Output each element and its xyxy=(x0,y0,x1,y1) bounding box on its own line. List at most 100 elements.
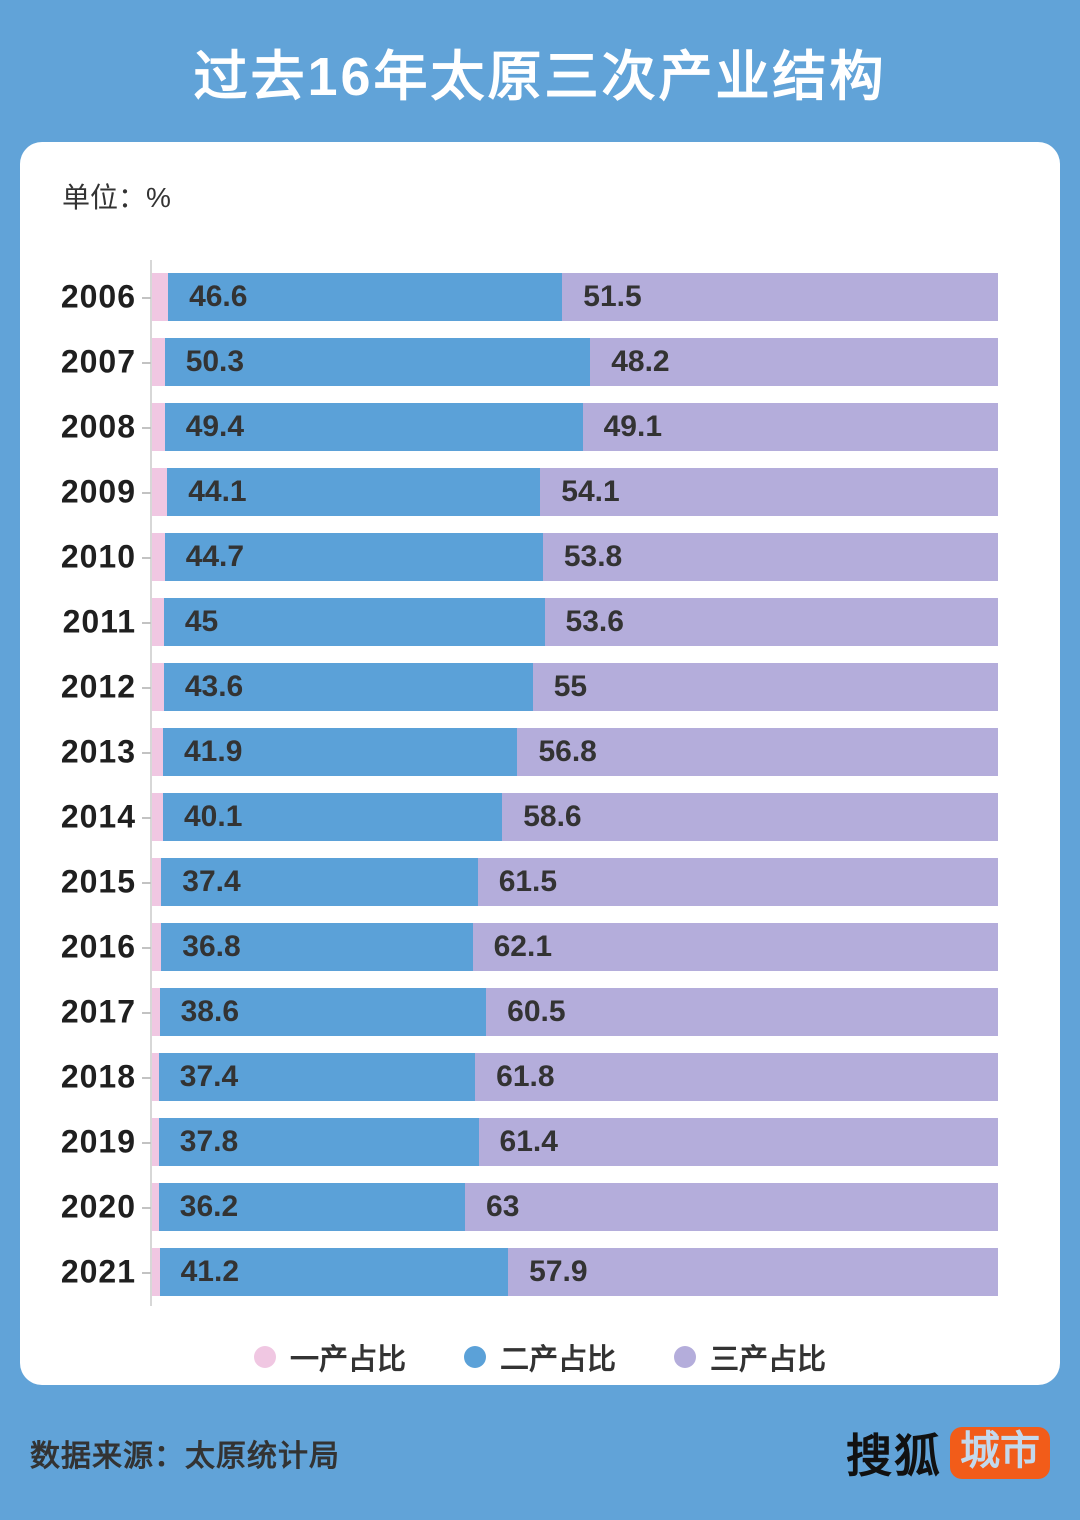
bar-segment-tertiary: 54.1 xyxy=(540,468,998,516)
axis-tick xyxy=(142,687,151,689)
bar-segment-primary xyxy=(152,1183,159,1231)
bar-segment-secondary: 40.1 xyxy=(162,793,503,841)
year-label: 2008 xyxy=(60,408,136,445)
value-label: 36.2 xyxy=(179,1190,239,1223)
value-label: 61.8 xyxy=(496,1060,555,1093)
year-label: 2007 xyxy=(60,343,136,380)
value-label: 57.9 xyxy=(529,1255,588,1288)
value-label: 53.6 xyxy=(565,605,624,638)
unit-label: 单位：% xyxy=(62,182,171,213)
bar-segment-tertiary: 57.9 xyxy=(508,1248,998,1296)
bar-segment-primary xyxy=(152,923,162,971)
chart: 2006 46.6 51.5 2007 50.3 48.2 2008 49.4 49.1 2009… xyxy=(20,260,1060,1306)
page-title: 过去16年太原三次产业结构 xyxy=(193,46,887,107)
legend-dot-primary-icon xyxy=(253,1346,276,1368)
legend: 一产占比 二产占比 三产占比 xyxy=(20,1336,1060,1378)
bar-segment-primary xyxy=(152,468,168,516)
bar-segment-primary xyxy=(152,598,164,646)
legend-label-tertiary: 三产占比 xyxy=(710,1344,827,1376)
bar-segment-tertiary: 61.4 xyxy=(478,1118,998,1166)
value-label: 37.8 xyxy=(179,1125,239,1158)
value-label: 41.9 xyxy=(183,735,243,768)
legend-label-secondary: 二产占比 xyxy=(499,1344,616,1376)
bar-segment-tertiary: 48.2 xyxy=(590,338,998,386)
axis-tick xyxy=(142,817,151,819)
city-logo-badge: 城市 xyxy=(950,1426,1050,1479)
value-label: 44.1 xyxy=(188,475,247,508)
chart-row: 2013 41.9 56.8 xyxy=(61,728,998,776)
bar-segment-secondary: 49.4 xyxy=(164,403,583,451)
value-label: 48.2 xyxy=(611,345,670,378)
year-label: 2012 xyxy=(60,668,136,705)
value-label: 40.1 xyxy=(183,800,243,833)
axis-tick xyxy=(142,882,151,884)
legend-item-secondary: 二产占比 xyxy=(463,1336,616,1378)
bar-segment-primary xyxy=(152,1053,159,1101)
bar-segment-tertiary: 51.5 xyxy=(562,273,998,321)
title-bar: 过去16年太原三次产业结构 xyxy=(0,0,1080,142)
year-label: 2006 xyxy=(60,278,136,315)
plot-area: 2006 46.6 51.5 2007 50.3 48.2 2008 49.4 49.1 2009… xyxy=(61,260,998,1306)
legend-dot-tertiary-icon xyxy=(674,1346,696,1368)
bar-segment-primary xyxy=(152,533,165,581)
value-label: 50.3 xyxy=(185,345,245,378)
year-label: 2014 xyxy=(60,798,136,835)
bar-segment-primary xyxy=(152,793,163,841)
chart-row: 2011 45 53.6 xyxy=(63,598,998,646)
chart-row: 2020 36.2 63 xyxy=(61,1183,998,1231)
axis-tick xyxy=(142,622,151,624)
sohu-logo-text: 搜狐 xyxy=(846,1429,942,1482)
axis-tick xyxy=(142,752,151,754)
year-label: 2019 xyxy=(60,1123,136,1160)
bar-segment-primary xyxy=(152,273,169,321)
legend-dot-secondary-icon xyxy=(463,1346,486,1368)
bar-segment-secondary: 37.4 xyxy=(158,1053,476,1101)
value-label: 49.1 xyxy=(603,410,662,443)
value-label: 62.1 xyxy=(493,930,552,963)
bar-segment-tertiary: 55 xyxy=(532,663,998,711)
bar-segment-secondary: 44.7 xyxy=(164,533,543,581)
footer: 数据来源：太原统计局 搜狐 城市 xyxy=(0,1385,1080,1520)
bar-segment-secondary: 38.6 xyxy=(159,988,487,1036)
year-label: 2016 xyxy=(60,928,136,965)
chart-row: 2007 50.3 48.2 xyxy=(61,338,998,386)
chart-row: 2012 43.6 55 xyxy=(61,663,998,711)
bar-segment-tertiary: 63 xyxy=(465,1183,998,1231)
value-label: 53.8 xyxy=(563,540,623,573)
value-label: 37.4 xyxy=(182,865,241,898)
bar-segment-secondary: 46.6 xyxy=(168,273,563,321)
value-label: 51.5 xyxy=(583,280,642,313)
axis-tick xyxy=(142,1142,151,1144)
value-label: 56.8 xyxy=(538,735,597,768)
axis-tick xyxy=(142,492,151,494)
value-label: 58.6 xyxy=(523,800,582,833)
chart-row: 2009 44.1 54.1 xyxy=(61,468,998,516)
bar-segment-secondary: 50.3 xyxy=(164,338,591,386)
axis-tick xyxy=(142,362,151,364)
bar-segment-secondary: 36.2 xyxy=(158,1183,466,1231)
data-source-label: 数据来源：太原统计局 xyxy=(30,1439,340,1473)
bar-segment-primary xyxy=(152,858,162,906)
value-label: 49.4 xyxy=(185,410,245,443)
chart-card: 单位：% 2006 46.6 51.5 2007 50.3 48.2 2008 49.4 49.… xyxy=(20,142,1060,1385)
year-label: 2020 xyxy=(60,1188,136,1225)
bar-segment-tertiary: 53.8 xyxy=(542,533,998,581)
value-label: 63 xyxy=(486,1190,520,1223)
bar-segment-primary xyxy=(152,988,160,1036)
bar-segment-primary xyxy=(152,338,165,386)
bar-segment-tertiary: 61.8 xyxy=(475,1053,998,1101)
bar-segment-secondary: 36.8 xyxy=(161,923,473,971)
axis-tick xyxy=(142,1077,151,1079)
bar-segment-secondary: 44.1 xyxy=(167,468,541,516)
value-label: 41.2 xyxy=(180,1255,239,1288)
bar-segment-secondary: 45 xyxy=(163,598,545,646)
bar-segment-tertiary: 58.6 xyxy=(502,793,998,841)
value-label: 60.5 xyxy=(507,995,566,1028)
value-label: 38.6 xyxy=(180,995,239,1028)
bar-segment-tertiary: 60.5 xyxy=(486,988,998,1036)
year-label: 2011 xyxy=(62,603,136,640)
legend-label-primary: 一产占比 xyxy=(289,1344,406,1376)
year-label: 2021 xyxy=(60,1253,136,1290)
bar-segment-tertiary: 49.1 xyxy=(582,403,998,451)
axis-tick xyxy=(142,427,151,429)
